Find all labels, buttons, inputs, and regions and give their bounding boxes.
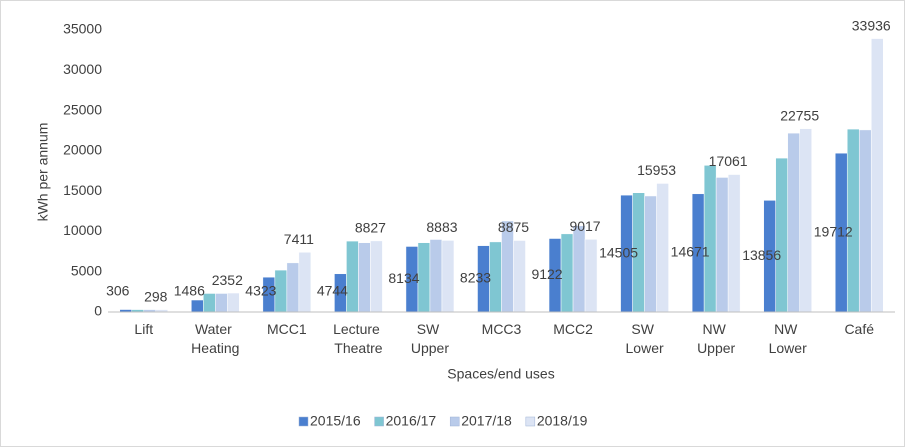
- data-label: 9122: [531, 266, 562, 282]
- y-tick-label: 30000: [63, 61, 102, 77]
- x-tick-label: Water Heating: [191, 321, 239, 356]
- legend-label: 2017/18: [461, 413, 512, 429]
- bar: [227, 292, 240, 313]
- y-tick-label: 0: [94, 303, 102, 319]
- legend-swatch: [374, 416, 384, 427]
- data-label: 4744: [317, 283, 348, 299]
- data-label: 1486: [174, 283, 205, 299]
- bar: [787, 132, 800, 313]
- bar: [846, 128, 860, 313]
- y-tick-label: 20000: [63, 142, 102, 158]
- data-label: 19712: [814, 223, 853, 239]
- bar: [429, 239, 443, 313]
- data-label: 306: [106, 283, 130, 299]
- bar: [441, 240, 455, 313]
- data-label: 17061: [709, 153, 748, 169]
- x-tick-label: SW Upper: [411, 321, 449, 356]
- bar: [513, 240, 526, 313]
- data-label: 8827: [355, 220, 386, 236]
- bar: [584, 239, 598, 313]
- y-tick-label: 5000: [71, 262, 102, 278]
- bar: [656, 183, 669, 313]
- data-label: 22755: [780, 107, 819, 123]
- data-label: 7411: [284, 231, 314, 247]
- data-label: 9017: [569, 218, 600, 234]
- bar: [799, 128, 812, 313]
- y-tick-label: 15000: [63, 182, 102, 198]
- data-label: 33936: [852, 17, 891, 33]
- data-label: 2352: [212, 272, 243, 288]
- legend-swatch: [298, 416, 309, 427]
- y-tick-label: 25000: [63, 101, 102, 117]
- bar: [727, 174, 741, 313]
- x-tick-label: NW Lower: [769, 321, 807, 356]
- data-label: 13856: [742, 247, 781, 263]
- bar: [858, 129, 872, 313]
- bar: [203, 293, 216, 313]
- legend: 2015/16 2016/17 2017/18 2018/19: [298, 413, 588, 429]
- data-label: 8883: [426, 219, 457, 235]
- x-tick-label: MCC1: [267, 321, 307, 337]
- y-tick-label: 35000: [63, 21, 102, 37]
- bar: [870, 38, 884, 313]
- data-label: 4323: [245, 283, 276, 299]
- bar: [715, 177, 729, 313]
- x-tick-label: NW Upper: [697, 321, 735, 356]
- bar: [286, 262, 300, 313]
- bar: [274, 269, 288, 313]
- x-tick-label: Lift: [134, 321, 153, 337]
- x-tick-label: MCC2: [553, 321, 593, 337]
- data-label: 8134: [388, 270, 419, 286]
- bar: [298, 252, 312, 313]
- legend-swatch: [525, 416, 536, 427]
- bar: [703, 165, 717, 313]
- x-tick-label: MCC3: [482, 321, 522, 337]
- y-axis-title: kWh per annum: [35, 123, 51, 222]
- x-tick-label: Café: [844, 321, 874, 337]
- bar: [489, 241, 502, 313]
- x-tick-label: Lecture Theatre: [333, 321, 384, 356]
- bar: [644, 195, 657, 313]
- bar: [775, 157, 788, 313]
- data-label: 15953: [637, 162, 676, 178]
- bar: [215, 293, 228, 313]
- bar: [560, 233, 574, 313]
- legend-label: 2018/19: [537, 413, 588, 429]
- data-label: 298: [144, 288, 168, 304]
- data-label: 8233: [460, 270, 491, 286]
- x-axis-title: Spaces/end uses: [447, 366, 554, 382]
- bar: [191, 299, 204, 313]
- bar: [358, 242, 371, 313]
- bar: [417, 242, 431, 313]
- bar: [346, 240, 359, 313]
- data-label: 8875: [498, 219, 529, 235]
- legend-label: 2016/17: [386, 413, 437, 429]
- x-tick-label: SW Lower: [626, 321, 664, 356]
- bar: [370, 240, 383, 313]
- legend-swatch: [449, 416, 460, 427]
- data-label: 14505: [599, 244, 638, 260]
- data-label: 14671: [671, 244, 710, 260]
- legend-label: 2015/16: [310, 413, 361, 429]
- y-tick-label: 10000: [63, 222, 102, 238]
- bar: [572, 225, 586, 313]
